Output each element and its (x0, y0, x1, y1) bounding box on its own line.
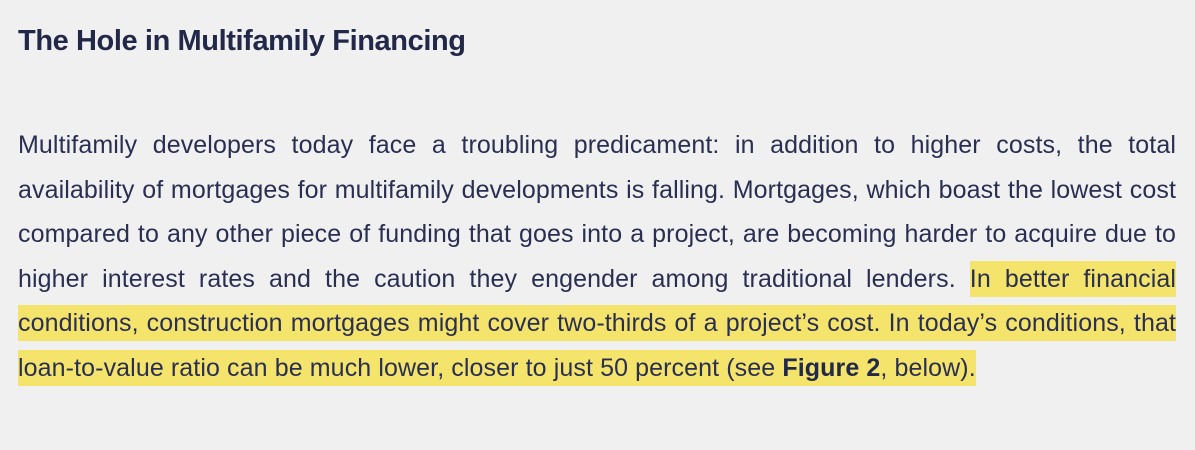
section-heading: The Hole in Multifamily Financing (18, 25, 466, 57)
highlighted-text: In better financial conditions, construc… (18, 264, 1177, 382)
highlighted-text-tail: , below). (880, 353, 976, 382)
body-paragraph: Multifamily developers today face a trou… (18, 123, 1177, 391)
paragraph-text: Multifamily developers today face a trou… (18, 131, 1176, 293)
figure-reference: Figure 2 (782, 353, 881, 382)
